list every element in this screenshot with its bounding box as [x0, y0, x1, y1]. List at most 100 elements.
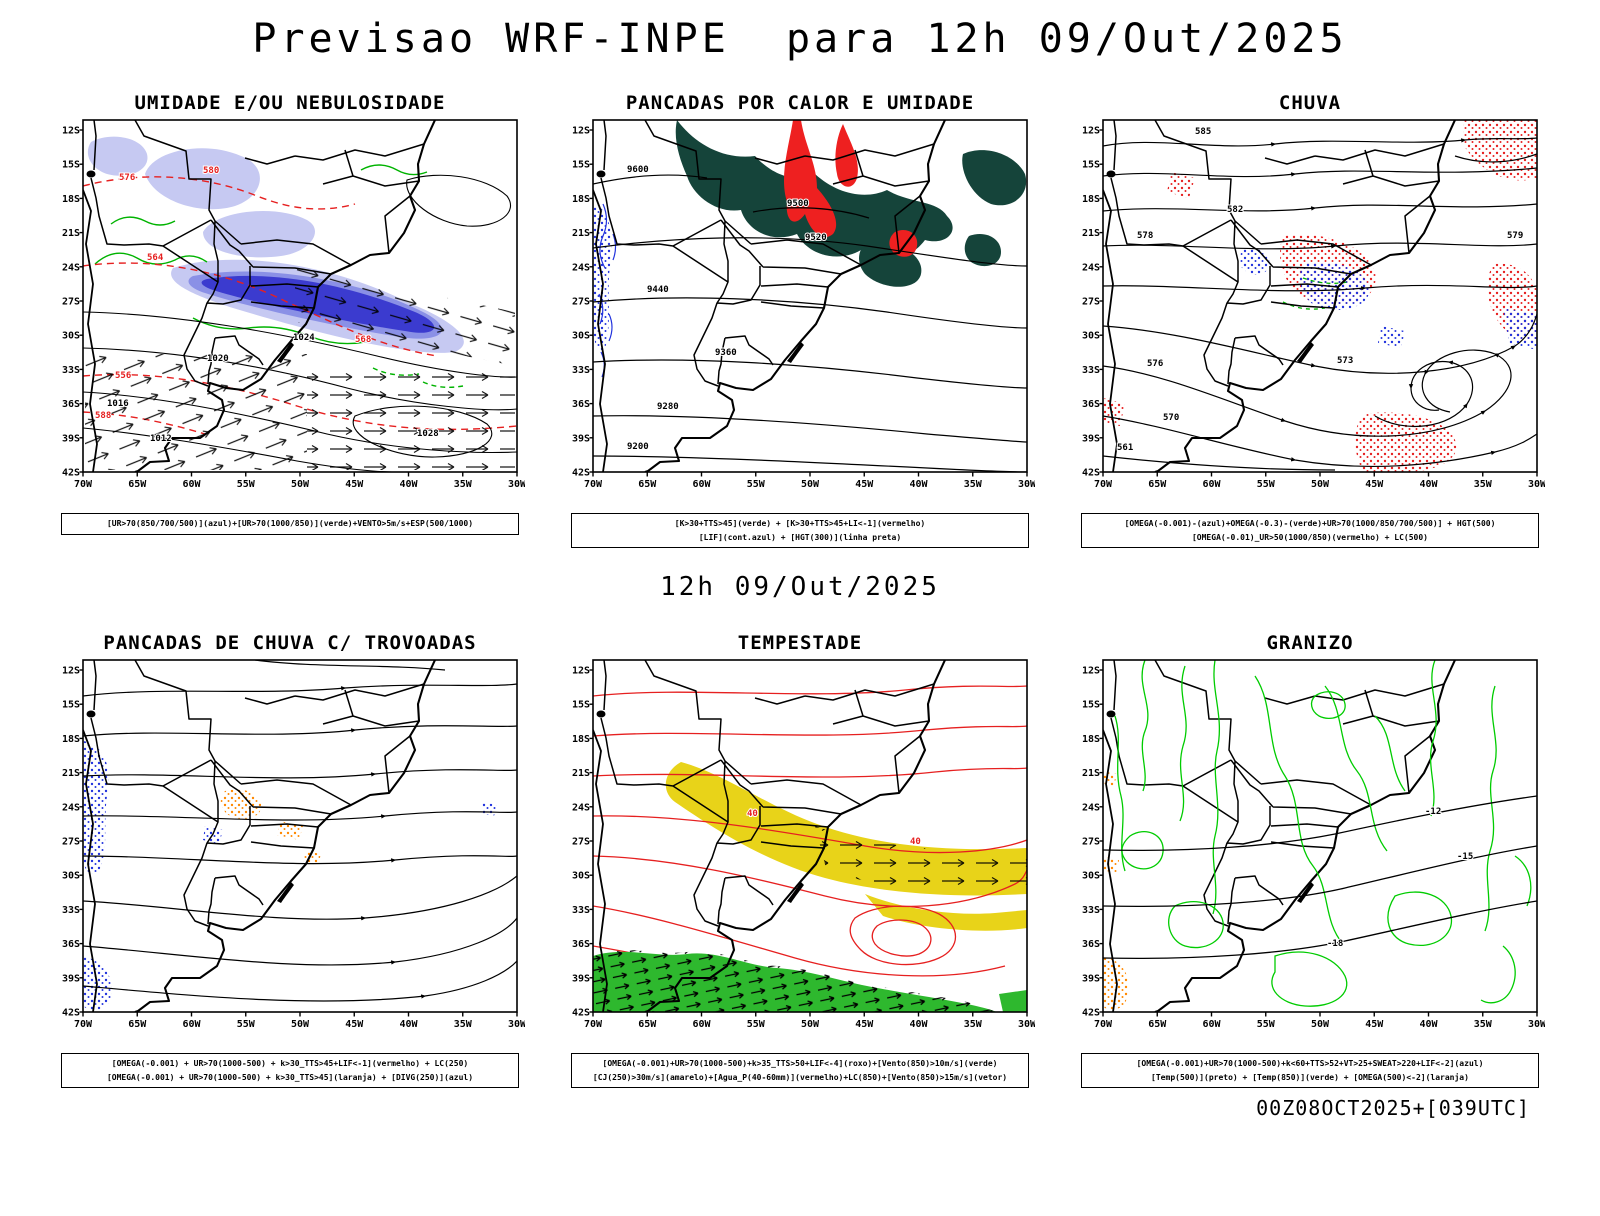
svg-text:579: 579: [1507, 231, 1523, 241]
svg-text:15S: 15S: [62, 700, 80, 711]
svg-text:9360: 9360: [715, 348, 737, 358]
svg-text:21S: 21S: [62, 228, 80, 239]
lat-axis: 12S 15S 18S 21S 24S 27S 30S 33S 36S 39S 42S: [1082, 126, 1103, 479]
svg-text:60W: 60W: [692, 479, 711, 490]
legend-line: [OMEGA(-0.001)-(azul)+OMEGA(-0.3)-(verde…: [1124, 519, 1496, 528]
svg-text:9440: 9440: [647, 285, 669, 295]
map-tempestade: 40 40 12S15S18S21S24S27S30S33S36S39S42S …: [572, 659, 1035, 1030]
svg-text:27S: 27S: [572, 297, 590, 308]
svg-text:30W: 30W: [1528, 1019, 1545, 1030]
svg-text:33S: 33S: [62, 365, 80, 376]
lon-axis: 70W 65W 60W 55W 50W 45W 40W 35W 30W: [74, 472, 525, 490]
svg-text:24S: 24S: [62, 802, 80, 813]
row-bottom: PANCADAS DE CHUVA C/ TROVOADAS: [0, 632, 1600, 1089]
svg-text:18S: 18S: [1082, 734, 1100, 745]
panel-title: UMIDADE E/OU NEBULOSIDADE: [134, 92, 446, 114]
svg-text:65W: 65W: [638, 479, 657, 490]
svg-text:1020: 1020: [207, 354, 229, 364]
svg-text:578: 578: [1137, 231, 1153, 241]
svg-text:60W: 60W: [692, 1019, 711, 1030]
svg-text:27S: 27S: [1082, 837, 1100, 848]
legend-box: [OMEGA(-0.001)+UR>70(1000-500)+k>35_TTS>…: [571, 1053, 1029, 1089]
svg-text:42S: 42S: [62, 1008, 80, 1019]
svg-text:42S: 42S: [1082, 468, 1100, 479]
svg-text:1012: 1012: [150, 434, 172, 444]
svg-text:30S: 30S: [572, 871, 590, 882]
svg-text:40W: 40W: [909, 1019, 928, 1030]
panel-trovoadas: PANCADAS DE CHUVA C/ TROVOADAS: [55, 632, 525, 1089]
panel-chuva: CHUVA: [1075, 92, 1545, 549]
svg-text:576: 576: [1147, 359, 1163, 369]
lon-axis: 70W 65W 60W 55W 50W 45W 40W 35W 30W: [1094, 472, 1545, 490]
svg-text:45W: 45W: [855, 1019, 874, 1030]
forecast-page: { "page": { "title": "Previsao WRF-INPE …: [0, 16, 1600, 1216]
svg-text:42S: 42S: [1082, 1008, 1100, 1019]
svg-text:35W: 35W: [454, 1019, 473, 1030]
svg-text:39S: 39S: [572, 973, 590, 984]
svg-text:30W: 30W: [1528, 479, 1545, 490]
svg-text:15S: 15S: [572, 160, 590, 171]
panel-tempestade: TEMPESTADE: [565, 632, 1035, 1089]
lon-axis: 70W 65W 60W 55W 50W 45W 40W 35W 30W: [584, 1012, 1035, 1030]
svg-text:35W: 35W: [1474, 1019, 1493, 1030]
svg-text:580: 580: [203, 166, 219, 176]
svg-text:30S: 30S: [62, 871, 80, 882]
svg-text:30W: 30W: [1018, 1019, 1035, 1030]
svg-text:15S: 15S: [1082, 160, 1100, 171]
streamlines: [83, 660, 517, 1002]
svg-text:35W: 35W: [964, 1019, 983, 1030]
panel-title: GRANIZO: [1266, 632, 1354, 655]
legend-box: [K>30+TTS>45](verde) + [K>30+TTS>45+LI<-…: [571, 513, 1029, 549]
svg-text:27S: 27S: [572, 837, 590, 848]
svg-text:12S: 12S: [62, 126, 80, 137]
svg-text:30S: 30S: [572, 331, 590, 342]
svg-text:39S: 39S: [1082, 973, 1100, 984]
lat-axis: 12S 15S 18S 21S 24S 27S 30S 33S 36S 39S 42S: [62, 126, 83, 479]
wind-vectors: [593, 826, 1027, 1013]
legend-line: [LIF](cont.azul) + [HGT(300)](linha pret…: [698, 532, 902, 542]
svg-text:30W: 30W: [1018, 479, 1035, 490]
legend-line: [CJ(250)>30m/s](amarelo)+[Agua_P(40-60mm…: [592, 1072, 1008, 1082]
svg-text:55W: 55W: [237, 1019, 256, 1030]
svg-text:21S: 21S: [1082, 768, 1100, 779]
svg-text:70W: 70W: [584, 1019, 603, 1030]
lon-axis: 70W 65W 60W 55W 50W 45W 40W 35W 30W: [1094, 1012, 1545, 1030]
svg-text:60W: 60W: [1202, 1019, 1221, 1030]
svg-text:40W: 40W: [1419, 1019, 1438, 1030]
svg-text:30S: 30S: [1082, 331, 1100, 342]
svg-text:35W: 35W: [964, 479, 983, 490]
svg-text:21S: 21S: [62, 768, 80, 779]
contour-labels: -12 -15 -18: [1326, 806, 1474, 950]
svg-text:65W: 65W: [128, 479, 147, 490]
legend-box: [OMEGA(-0.001)-(azul)+OMEGA(-0.3)-(verde…: [1081, 513, 1539, 549]
svg-text:-18: -18: [1327, 939, 1343, 949]
svg-text:33S: 33S: [1082, 905, 1100, 916]
svg-text:39S: 39S: [62, 433, 80, 444]
svg-text:30W: 30W: [508, 479, 525, 490]
svg-text:40W: 40W: [399, 1019, 418, 1030]
lat-axis: 12S 15S 18S 21S 24S 27S 30S 33S 36S 39S 42S: [572, 666, 593, 1019]
svg-text:45W: 45W: [855, 479, 874, 490]
panel-pancadas-calor: PANCADAS POR CALOR E UMIDADE: [565, 92, 1035, 549]
svg-text:50W: 50W: [291, 479, 310, 490]
lif-blue-contours: [593, 203, 617, 378]
svg-text:45W: 45W: [345, 1019, 364, 1030]
svg-text:15S: 15S: [1082, 700, 1100, 711]
svg-text:55W: 55W: [1257, 479, 1276, 490]
panel-granizo: GRANIZO: [1075, 632, 1545, 1089]
temp500-black-contours: [1103, 795, 1537, 960]
contour-labels: 40 40: [746, 808, 922, 848]
legend-line: [OMEGA(-0.01)_UR>50(1000/850)(vermelho) …: [1191, 532, 1428, 542]
svg-text:36S: 36S: [62, 399, 80, 410]
svg-text:15S: 15S: [62, 160, 80, 171]
svg-text:42S: 42S: [572, 1008, 590, 1019]
shower-orange-areas: [220, 789, 321, 866]
svg-text:9200: 9200: [627, 442, 649, 452]
svg-text:33S: 33S: [572, 365, 590, 376]
svg-text:33S: 33S: [1082, 365, 1100, 376]
svg-text:24S: 24S: [1082, 262, 1100, 273]
svg-text:50W: 50W: [1311, 479, 1330, 490]
lon-axis: 70W 65W 60W 55W 50W 45W 40W 35W 30W: [74, 1012, 525, 1030]
svg-text:564: 564: [147, 253, 164, 263]
svg-text:18S: 18S: [572, 734, 590, 745]
